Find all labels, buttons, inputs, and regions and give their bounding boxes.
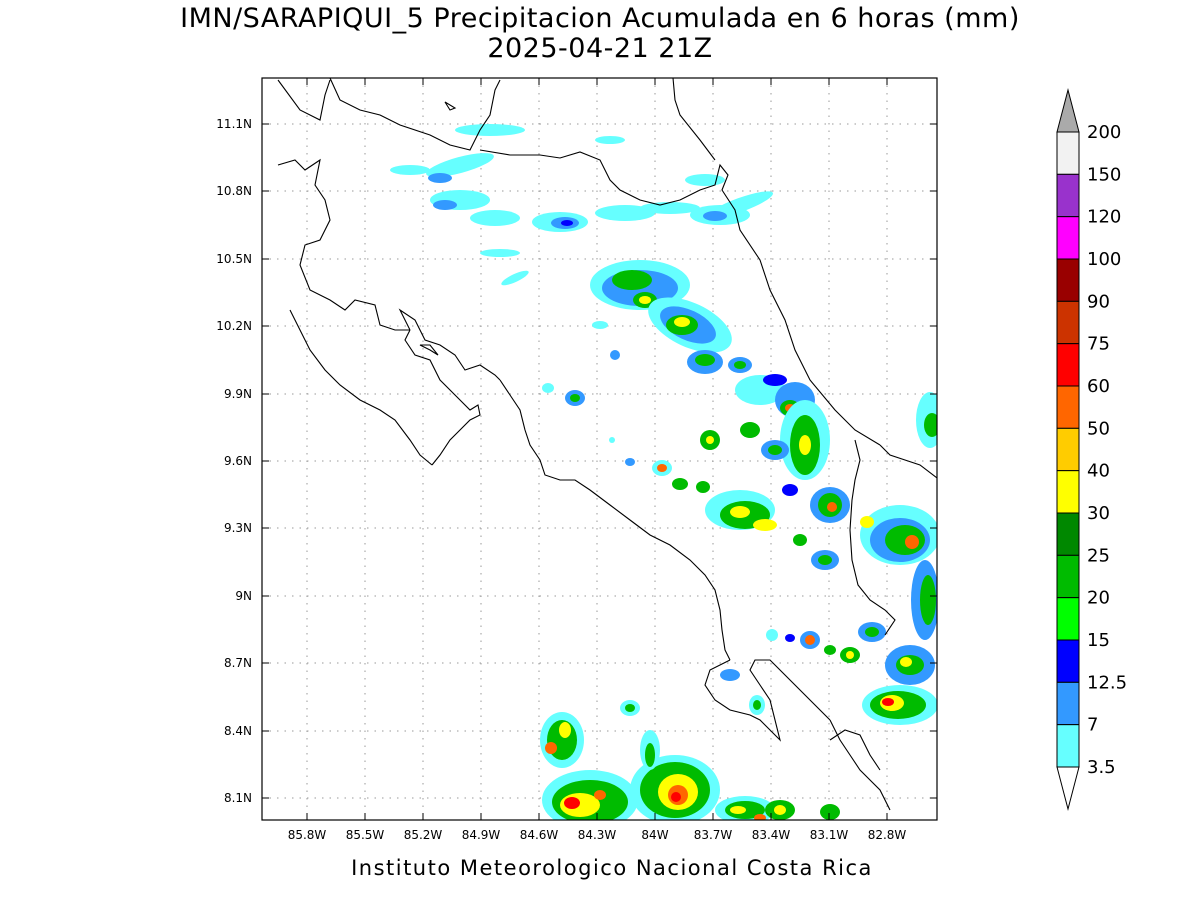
lon-tick-label: 83.7W [694, 828, 733, 842]
colorbar: 200 150 120 100 90 75 60 50 40 30 25 20 15 12.5 7 3.5 [1056, 88, 1127, 811]
map-gridlines [262, 78, 937, 820]
rain-cell-north-1 [390, 124, 773, 286]
colorbar-label: 50 [1087, 418, 1110, 439]
lat-tick-label: 9N [235, 589, 252, 603]
axis-ticks [262, 78, 937, 820]
rain-cell-central [542, 260, 850, 570]
coastline-borders [277, 78, 937, 811]
colorbar-label: 25 [1087, 545, 1110, 566]
colorbar-label: 75 [1087, 334, 1110, 355]
map-frame [261, 77, 938, 821]
lon-tick-label: 85.5W [346, 828, 385, 842]
lat-tick-label: 8.7N [224, 656, 252, 670]
colorbar-swatch [1056, 131, 1080, 175]
footer-credit: Instituto Meteorologico Nacional Costa R… [351, 856, 873, 880]
colorbar-over-triangle [1056, 88, 1080, 133]
colorbar-label: 40 [1087, 461, 1110, 482]
precipitation-field [390, 124, 937, 820]
map-datetime: 2025-04-21 21Z [487, 33, 713, 64]
lat-tick-label: 10.2N [216, 319, 252, 333]
lon-tick-label: 84.3W [578, 828, 617, 842]
lon-tick-label: 85.8W [288, 828, 327, 842]
lon-tick-label: 82.8W [868, 828, 907, 842]
rain-cell-east [620, 392, 937, 725]
lat-tick-label: 8.1N [224, 791, 252, 805]
colorbar-under-triangle [1056, 766, 1080, 811]
colorbar-swatch [1056, 512, 1080, 556]
colorbar-swatch [1056, 258, 1080, 302]
colorbar-label: 15 [1087, 630, 1110, 651]
colorbar-label: 12.5 [1087, 672, 1127, 693]
colorbar-swatch [1056, 385, 1080, 429]
colorbar-swatch [1056, 681, 1080, 726]
colorbar-swatch [1056, 597, 1080, 641]
lat-tick-label: 9.3N [224, 521, 252, 535]
lon-tick-label: 84.9W [462, 828, 501, 842]
colorbar-label: 7 [1087, 715, 1098, 736]
lon-tick-label: 84.6W [520, 828, 559, 842]
map-title: IMN/SARAPIQUI_5 Precipitacion Acumulada … [180, 3, 1020, 34]
lon-tick-label: 83.1W [810, 828, 849, 842]
colorbar-swatch [1056, 470, 1080, 514]
colorbar-swatch [1056, 427, 1080, 472]
colorbar-swatch [1056, 639, 1080, 683]
colorbar-label: 20 [1087, 588, 1110, 609]
lon-tick-label: 84W [641, 828, 668, 842]
lon-tick-label: 83.4W [752, 828, 791, 842]
lat-tick-label: 9.9N [224, 387, 252, 401]
colorbar-swatch [1056, 173, 1080, 218]
lat-tick-label: 10.5N [216, 252, 252, 266]
latitude-labels: 11.1N 10.8N 10.5N 10.2N 9.9N 9.6N 9.3N 9N 8.7N 8.… [216, 117, 252, 805]
lat-tick-label: 9.6N [224, 454, 252, 468]
colorbar-label: 90 [1087, 291, 1110, 312]
colorbar-label: 30 [1087, 503, 1110, 524]
lat-tick-label: 8.4N [224, 724, 252, 738]
lat-tick-label: 10.8N [216, 184, 252, 198]
lat-tick-label: 11.1N [216, 117, 252, 131]
colorbar-label: 120 [1087, 207, 1121, 228]
colorbar-label: 100 [1087, 249, 1121, 270]
colorbar-swatch [1056, 300, 1080, 345]
rain-cell-south [540, 712, 840, 820]
lon-tick-label: 85.2W [404, 828, 443, 842]
colorbar-swatch [1056, 724, 1080, 768]
colorbar-label: 60 [1087, 376, 1110, 397]
longitude-labels: 85.8W 85.5W 85.2W 84.9W 84.6W 84.3W 84W 83.7W 83… [288, 828, 907, 842]
colorbar-label: 150 [1087, 164, 1121, 185]
colorbar-label: 3.5 [1087, 757, 1116, 778]
colorbar-swatch [1056, 216, 1080, 260]
colorbar-swatch [1056, 343, 1080, 387]
colorbar-label: 200 [1087, 122, 1121, 143]
colorbar-swatch [1056, 554, 1080, 599]
